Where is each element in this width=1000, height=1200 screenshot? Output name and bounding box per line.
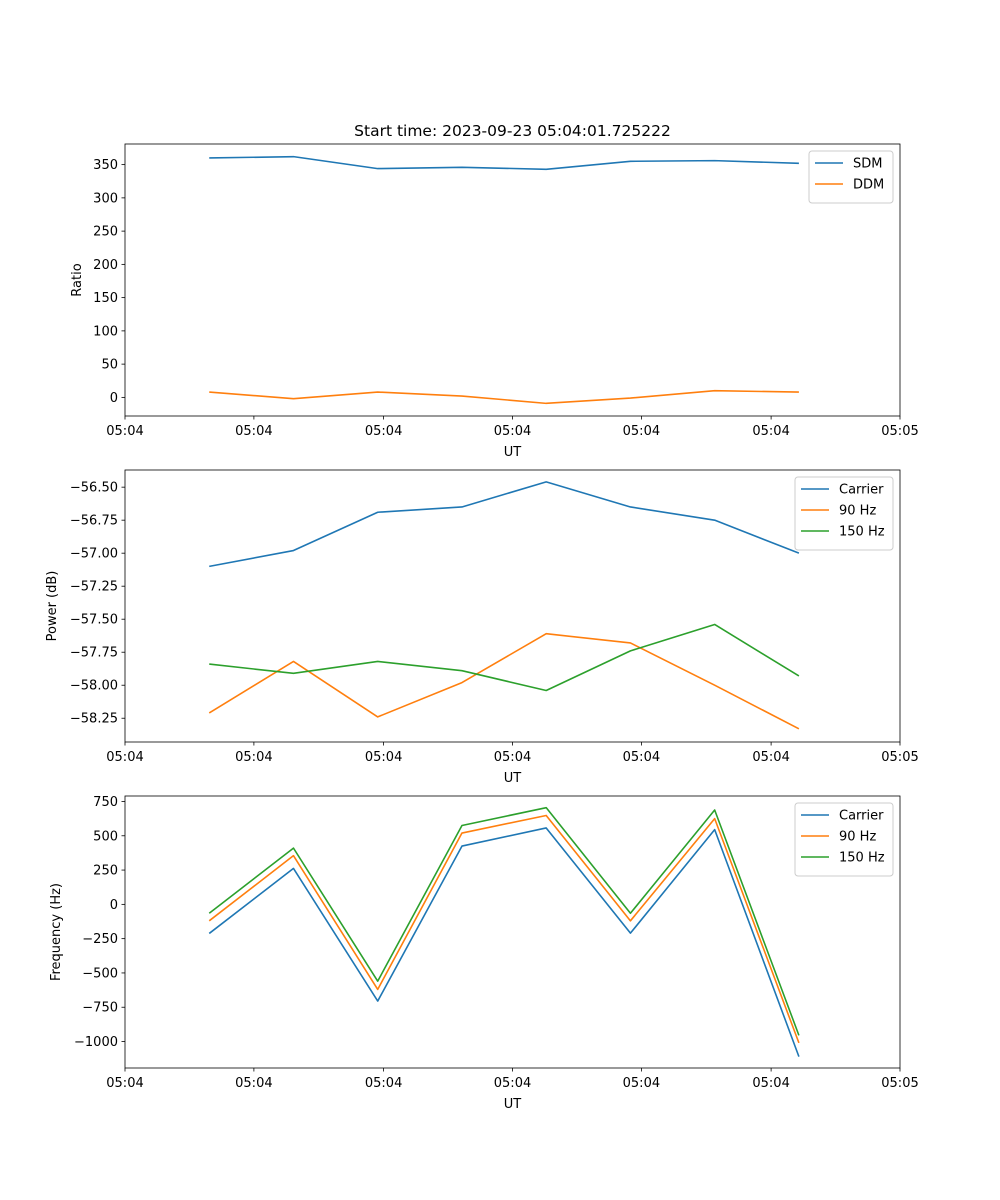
x-axis-label: UT: [504, 771, 522, 786]
x-tick-label: 05:04: [752, 424, 789, 439]
x-tick-label: 05:04: [623, 1076, 660, 1091]
y-tick-label: 50: [101, 358, 118, 373]
y-tick-label: −1000: [74, 1035, 118, 1050]
y-axis-label: Ratio: [70, 263, 85, 296]
y-tick-label: 150: [93, 291, 118, 306]
panels: 05:04 05:04 05:04 05:04 05:04 05:04 05:05 0 50 10…: [45, 122, 919, 1112]
y-tick-label: −750: [82, 1001, 118, 1016]
chart-title: Start time: 2023-09-23 05:04:01.725222: [354, 122, 671, 140]
series-lines: [208, 481, 800, 730]
legend-label: Carrier: [839, 809, 884, 824]
legend-label: SDM: [853, 157, 882, 172]
y-tick-label: −57.75: [70, 646, 118, 661]
series-line-carrier: [209, 481, 800, 568]
y-tick-label: 250: [93, 864, 118, 879]
series-lines: [209, 155, 799, 405]
x-tick-label: 05:04: [494, 750, 531, 765]
y-tick-label: 500: [93, 829, 118, 844]
y-tick-label: 350: [93, 158, 118, 173]
y-tick-label: −58.25: [70, 712, 118, 727]
y-tick-label: 0: [110, 391, 118, 406]
legend-label: Carrier: [839, 483, 884, 498]
legend: SDM DDM: [808, 150, 894, 204]
legend-label: 150 Hz: [839, 525, 885, 540]
y-tick-label: −57.50: [70, 613, 118, 628]
x-tick-label: 05:05: [881, 424, 918, 439]
y-axis-ticks: −56.50 −56.75 −57.00 −57.25 −57.50 −57.75 −58.…: [70, 481, 125, 727]
legend-frame: [808, 150, 894, 204]
x-axis-ticks: 05:04 05:04 05:04 05:04 05:04 05:04 05:05: [106, 742, 919, 765]
series-line-90-hz: [208, 814, 800, 1044]
chart-panel-3: 05:04 05:04 05:04 05:04 05:04 05:04 05:05 750 50…: [49, 795, 919, 1112]
y-tick-label: −56.50: [70, 481, 118, 496]
x-tick-label: 05:04: [365, 1076, 402, 1091]
y-axis-ticks: 750 500 250 0 −250 −500 −750 −1000: [74, 795, 125, 1050]
series-line-carrier: [208, 827, 800, 1057]
x-tick-label: 05:04: [106, 750, 143, 765]
x-tick-label: 05:04: [106, 1076, 143, 1091]
chart-panel-1: 05:04 05:04 05:04 05:04 05:04 05:04 05:05 0 50 10…: [70, 122, 919, 460]
series-line-ddm: [209, 389, 799, 405]
y-axis-label: Frequency (Hz): [49, 883, 64, 981]
x-tick-label: 05:04: [235, 750, 272, 765]
y-tick-label: 200: [93, 258, 118, 273]
x-tick-label: 05:05: [881, 750, 918, 765]
y-tick-label: −57.00: [70, 547, 118, 562]
series-line-sdm: [209, 155, 799, 171]
x-tick-label: 05:04: [365, 424, 402, 439]
legend-label: DDM: [853, 178, 884, 193]
x-axis-ticks: 05:04 05:04 05:04 05:04 05:04 05:04 05:05: [106, 416, 919, 439]
series-line-150-hz: [209, 623, 800, 692]
y-tick-label: 750: [93, 795, 118, 810]
y-axis-ticks: 0 50 100 150 200 250 300 350: [93, 158, 125, 406]
y-tick-label: 100: [93, 324, 118, 339]
x-tick-label: 05:05: [881, 1076, 918, 1091]
x-tick-label: 05:04: [106, 424, 143, 439]
y-tick-label: −58.00: [70, 679, 118, 694]
x-tick-label: 05:04: [752, 750, 789, 765]
y-tick-label: −250: [82, 932, 118, 947]
x-tick-label: 05:04: [494, 1076, 531, 1091]
x-axis-label: UT: [504, 445, 522, 460]
x-tick-label: 05:04: [623, 750, 660, 765]
x-tick-label: 05:04: [494, 424, 531, 439]
y-tick-label: 300: [93, 191, 118, 206]
x-tick-label: 05:04: [752, 1076, 789, 1091]
legend: Carrier 90 Hz 150 Hz: [794, 802, 894, 877]
y-tick-label: −56.75: [70, 514, 118, 529]
legend: Carrier 90 Hz 150 Hz: [794, 476, 894, 551]
legend-label: 90 Hz: [839, 504, 876, 519]
series-line-150-hz: [208, 806, 800, 1036]
y-tick-label: 0: [110, 898, 118, 913]
x-axis-label: UT: [504, 1097, 522, 1112]
y-axis-label: Power (dB): [45, 571, 60, 642]
series-lines: [208, 806, 800, 1057]
x-axis-ticks: 05:04 05:04 05:04 05:04 05:04 05:04 05:05: [106, 1068, 919, 1091]
x-tick-label: 05:04: [235, 424, 272, 439]
x-tick-label: 05:04: [235, 1076, 272, 1091]
y-tick-label: −57.25: [70, 580, 118, 595]
legend-label: 150 Hz: [839, 851, 885, 866]
legend-label: 90 Hz: [839, 830, 876, 845]
x-tick-label: 05:04: [623, 424, 660, 439]
y-tick-label: 250: [93, 225, 118, 240]
chart-panel-2: 05:04 05:04 05:04 05:04 05:04 05:04 05:05 −56.5…: [45, 469, 919, 786]
x-tick-label: 05:04: [365, 750, 402, 765]
y-tick-label: −500: [82, 966, 118, 981]
